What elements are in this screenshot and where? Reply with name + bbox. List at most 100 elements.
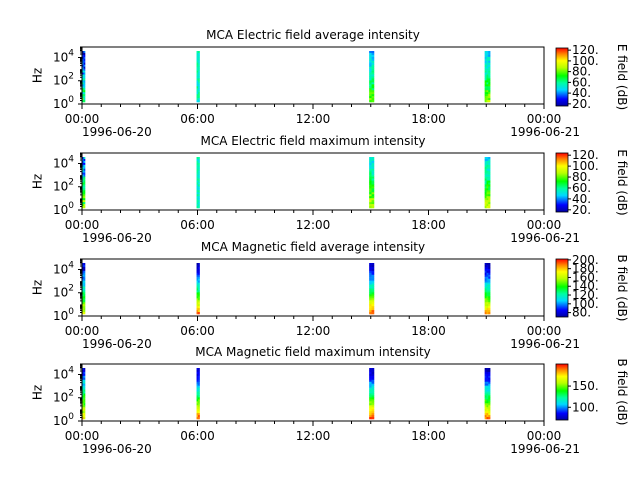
spectrogram-cell bbox=[484, 417, 487, 420]
spectrogram-cell bbox=[486, 373, 489, 377]
spectrogram-cell bbox=[82, 298, 84, 301]
spectrogram-cell bbox=[488, 192, 491, 195]
spectrogram-cell bbox=[196, 206, 199, 209]
spectrogram-cell bbox=[196, 280, 199, 283]
spectrogram-cell bbox=[484, 393, 487, 396]
spectrogram-cell bbox=[484, 263, 487, 266]
spectrogram-cell bbox=[486, 168, 489, 172]
spectrogram-cell bbox=[198, 84, 200, 87]
colorbar-tick-label: 180. bbox=[572, 262, 599, 276]
spectrogram-cell bbox=[371, 288, 375, 291]
spectrogram-cell bbox=[82, 377, 84, 381]
spectrogram-cell bbox=[486, 395, 489, 398]
spectrogram-cell bbox=[83, 292, 86, 295]
spectrogram-cell bbox=[198, 399, 200, 402]
spectrogram-cell bbox=[198, 80, 200, 83]
spectrogram-cell bbox=[198, 389, 200, 392]
spectrogram-cell bbox=[369, 411, 372, 414]
spectrogram-cell bbox=[83, 381, 86, 384]
x-tick-label: 06:00 bbox=[180, 324, 215, 338]
spectrogram-cell bbox=[486, 162, 489, 166]
spectrogram-cell bbox=[196, 82, 199, 85]
spectrogram-cell bbox=[484, 168, 487, 172]
spectrogram-cell bbox=[486, 68, 489, 71]
spectrogram-cell bbox=[371, 286, 375, 289]
spectrogram-cell bbox=[371, 100, 375, 103]
spectrogram-cell bbox=[369, 375, 372, 379]
spectrogram-cell bbox=[82, 186, 84, 189]
spectrogram-cell bbox=[82, 202, 84, 205]
spectrogram-cell bbox=[83, 284, 86, 287]
spectrogram-cell bbox=[484, 399, 487, 402]
spectrogram-cell bbox=[488, 188, 491, 191]
spectrogram-cell bbox=[83, 184, 86, 187]
spectrogram-cell bbox=[196, 393, 199, 396]
spectrogram-cell bbox=[198, 74, 200, 77]
spectrogram-cell bbox=[82, 204, 84, 207]
spectrogram-cell bbox=[198, 383, 200, 386]
spectrogram-cell bbox=[196, 70, 199, 73]
spectrogram-cell bbox=[82, 395, 84, 398]
plot-frame bbox=[81, 363, 545, 422]
spectrogram-cell bbox=[198, 56, 200, 60]
spectrogram-cell bbox=[486, 409, 489, 412]
spectrogram-cell bbox=[486, 180, 489, 183]
spectrogram-cell bbox=[484, 379, 487, 383]
spectrogram-cell bbox=[83, 407, 86, 410]
spectrogram-cell bbox=[488, 64, 491, 67]
spectrogram-cell bbox=[486, 415, 489, 418]
spectrogram-cell bbox=[369, 206, 372, 209]
spectrogram-cell bbox=[486, 264, 489, 268]
spectrogram-cell bbox=[198, 94, 200, 97]
spectrogram-cell bbox=[484, 100, 487, 103]
spectrogram-cell bbox=[369, 192, 372, 195]
spectrogram-cell bbox=[196, 188, 199, 191]
spectrogram-cell bbox=[484, 397, 487, 400]
spectrogram-cell bbox=[486, 385, 489, 388]
spectrogram-cell bbox=[198, 178, 200, 181]
spectrogram-cell bbox=[82, 405, 84, 408]
spectrogram-cell bbox=[488, 308, 491, 311]
panel-title: MCA Magnetic field maximum intensity bbox=[195, 345, 431, 359]
spectrogram-cell bbox=[484, 409, 487, 412]
spectrogram-cell bbox=[486, 383, 489, 386]
spectrogram-cell bbox=[488, 417, 491, 420]
spectrogram-cell bbox=[486, 290, 489, 293]
spectrogram-cell bbox=[82, 164, 84, 168]
spectrogram-cell bbox=[488, 70, 491, 73]
spectrogram-cell bbox=[83, 393, 86, 396]
colorbar-tick-label: 40. bbox=[572, 86, 591, 100]
spectrogram-cell bbox=[83, 172, 86, 175]
spectrogram-cell bbox=[82, 51, 84, 54]
spectrogram-cell bbox=[83, 286, 86, 289]
spectrogram-cell bbox=[371, 405, 375, 408]
spectrogram-cell bbox=[83, 304, 86, 307]
spectrogram-cell bbox=[371, 58, 375, 62]
x-tick-label: 00:00 bbox=[527, 429, 562, 443]
spectrogram-cell bbox=[83, 298, 86, 301]
spectrogram-cell bbox=[488, 276, 491, 279]
spectrogram-cell bbox=[196, 403, 199, 406]
spectrogram-cell bbox=[83, 399, 86, 402]
spectrogram-cell bbox=[198, 68, 200, 71]
spectrogram-cell bbox=[198, 312, 200, 315]
spectrogram-cell bbox=[488, 56, 491, 60]
spectrogram-cell bbox=[488, 68, 491, 71]
spectrogram-cell bbox=[371, 284, 375, 287]
spectrogram-cell bbox=[486, 368, 489, 371]
spectrogram-cell bbox=[369, 56, 372, 60]
spectrogram-cell bbox=[83, 58, 86, 62]
spectrogram-cell bbox=[196, 158, 199, 162]
spectrogram-cell bbox=[488, 264, 491, 268]
spectrogram-cell bbox=[82, 409, 84, 412]
spectrogram-cell bbox=[196, 170, 199, 173]
spectrogram-cell bbox=[196, 76, 199, 79]
spectrogram-cell bbox=[369, 292, 372, 295]
spectrogram-cell bbox=[198, 377, 200, 381]
spectrogram-cell bbox=[82, 292, 84, 295]
spectrogram-cell bbox=[198, 188, 200, 191]
spectrogram-cell bbox=[484, 180, 487, 183]
colorbar-label: E field (dB) bbox=[615, 149, 629, 215]
spectrogram-cell bbox=[83, 395, 86, 398]
spectrogram-cell bbox=[488, 270, 491, 274]
